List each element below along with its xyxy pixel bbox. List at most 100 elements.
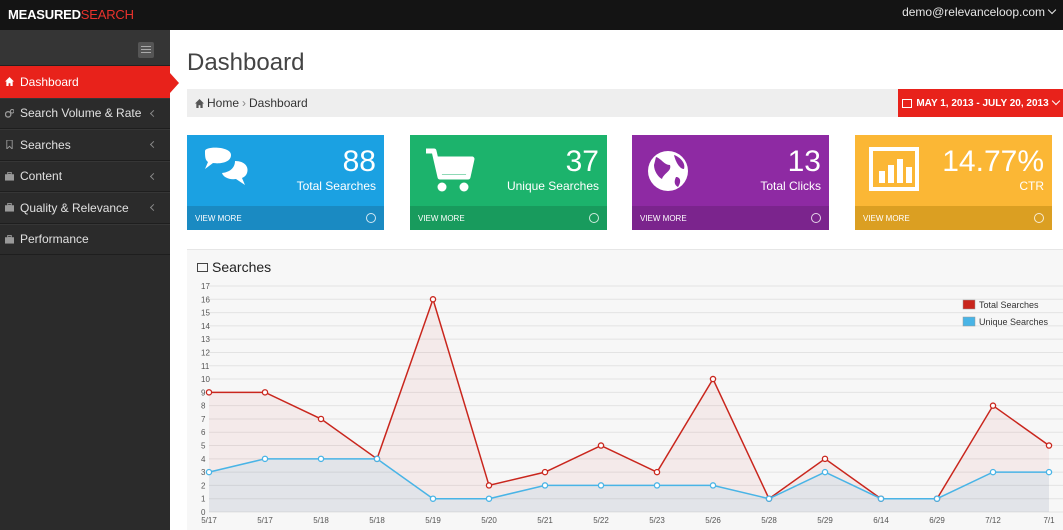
view-more-link[interactable]: VIEW MORE <box>410 206 607 230</box>
series-line-2 <box>208 458 1049 500</box>
arrow-circle-right-icon <box>366 213 376 223</box>
data-point <box>205 389 213 396</box>
x-tick-label: 7/1 <box>1043 516 1055 525</box>
y-tick-label: 1 <box>201 495 206 504</box>
y-tick-label: 13 <box>201 335 210 344</box>
y-tick-label: 9 <box>201 388 206 397</box>
breadcrumb-separator: › <box>242 96 247 110</box>
chart-panel-title: Searches <box>197 259 271 275</box>
globe-icon <box>648 151 688 191</box>
breadcrumb-home[interactable]: Home <box>207 96 240 110</box>
arrow-circle-right-icon <box>811 213 821 223</box>
top-bar: MEASUREDSEARCH demo@relevanceloop.com <box>0 0 1063 30</box>
calendar-icon <box>902 98 913 108</box>
sidebar-toggle-icon[interactable] <box>138 42 154 58</box>
chevron-down-icon <box>1047 5 1057 15</box>
x-tick-label: 5/19 <box>425 516 441 525</box>
x-tick-label: 5/20 <box>481 516 497 525</box>
sidebar-item-quality-relevance[interactable]: Quality & Relevance <box>0 192 170 224</box>
sidebar-item-searches[interactable]: Searches <box>0 129 170 161</box>
area-chart-icon <box>197 262 208 272</box>
chevron-left-icon <box>149 172 158 180</box>
searches-chart-panel: 0 1 2 3 4 5 6 7 8 9 10 11 12 13 14 15 16 17 5/17 5/17 5/18 5/… <box>187 249 1063 530</box>
x-tick-label: 5/21 <box>537 516 553 525</box>
y-tick-label: 7 <box>201 415 206 424</box>
x-tick-label: 7/12 <box>985 516 1001 525</box>
home-icon <box>5 77 14 87</box>
data-point <box>429 495 437 502</box>
stat-card-ctr: 14.77% CTR VIEW MORE <box>855 135 1052 230</box>
x-tick-label: 5/28 <box>761 516 777 525</box>
view-more-label: VIEW MORE <box>863 213 910 223</box>
y-tick-label: 14 <box>201 322 210 331</box>
x-tick-label: 5/23 <box>649 516 665 525</box>
data-point <box>1045 468 1053 476</box>
home-icon <box>195 98 204 108</box>
sidebar-item-label: Quality & Relevance <box>20 200 129 215</box>
data-point <box>989 402 997 409</box>
sidebar-item-label: Searches <box>20 137 71 152</box>
page-title: Dashboard <box>187 49 305 76</box>
data-point <box>597 482 605 489</box>
data-point <box>821 468 829 476</box>
legend-swatch <box>962 316 976 327</box>
data-point <box>261 455 269 463</box>
data-point <box>541 482 549 489</box>
chevron-down-icon <box>1051 96 1060 106</box>
stat-value: 14.77% <box>942 145 1044 178</box>
x-tick-label: 5/18 <box>369 516 385 525</box>
breadcrumb-current: Dashboard <box>249 96 308 110</box>
data-point <box>597 442 605 449</box>
brand-part-1: MEASURED <box>8 7 81 22</box>
y-tick-label: 15 <box>201 309 210 318</box>
y-tick-label: 2 <box>201 481 206 490</box>
data-point <box>653 468 661 476</box>
y-tick-label: 3 <box>201 468 206 477</box>
legend-label: Unique Searches <box>979 317 1049 327</box>
y-tick-label: 12 <box>201 348 210 357</box>
brand-part-2: SEARCH <box>80 7 134 22</box>
sidebar-item-performance[interactable]: Performance <box>0 223 170 255</box>
x-tick-label: 5/17 <box>201 516 217 525</box>
view-more-link[interactable]: VIEW MORE <box>855 206 1052 230</box>
data-point <box>485 482 493 489</box>
y-tick-label: 4 <box>201 455 206 464</box>
sidebar-item-content[interactable]: Content <box>0 160 170 192</box>
view-more-label: VIEW MORE <box>195 213 242 223</box>
date-range-picker[interactable]: MAY 1, 2013 - JULY 20, 2013 <box>898 89 1063 117</box>
data-point <box>989 468 997 476</box>
stat-value: 88 <box>342 145 376 178</box>
y-tick-label: 17 <box>201 282 210 291</box>
arrow-circle-right-icon <box>1034 213 1044 223</box>
x-tick-label: 6/29 <box>929 516 945 525</box>
legend-label: Total Searches <box>979 300 1039 310</box>
view-more-link[interactable]: VIEW MORE <box>632 206 829 230</box>
stat-label: Unique Searches <box>506 179 599 193</box>
sidebar-item-search-volume-rate[interactable]: Search Volume & Rate <box>0 97 170 129</box>
chevron-left-icon <box>149 109 158 117</box>
comments-icon <box>205 147 248 185</box>
sidebar-item-label: Performance <box>20 232 89 247</box>
brand-logo[interactable]: MEASUREDSEARCH <box>8 7 134 22</box>
sidebar-item-label: Content <box>20 169 63 184</box>
view-more-link[interactable]: VIEW MORE <box>187 206 384 230</box>
legend-swatch <box>962 299 976 310</box>
data-point <box>317 455 325 463</box>
y-tick-label: 0 <box>201 508 206 517</box>
chevron-left-icon <box>149 140 158 149</box>
user-menu[interactable]: demo@relevanceloop.com <box>902 5 1057 19</box>
sidebar-item-dashboard[interactable]: Dashboard <box>0 66 179 98</box>
x-tick-label: 5/17 <box>257 516 273 525</box>
view-more-label: VIEW MORE <box>418 213 465 223</box>
data-point <box>933 495 941 502</box>
user-email: demo@relevanceloop.com <box>902 5 1045 19</box>
data-point <box>541 468 549 476</box>
x-tick-label: 5/18 <box>313 516 329 525</box>
sidebar: Dashboard Search Volume & Rate Searches Con… <box>0 30 179 530</box>
data-point <box>765 495 773 502</box>
data-point <box>709 375 717 383</box>
stat-card-total-clicks: 13 Total Clicks VIEW MORE <box>632 135 829 230</box>
stat-value: 37 <box>565 145 599 178</box>
arrow-circle-right-icon <box>589 213 599 223</box>
